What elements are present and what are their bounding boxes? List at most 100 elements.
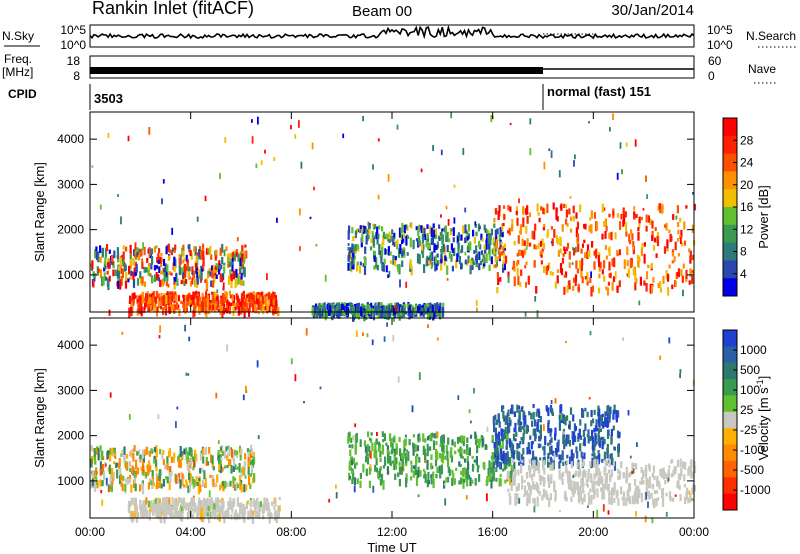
data-cell xyxy=(193,271,196,279)
data-cell xyxy=(504,460,508,465)
data-cell xyxy=(180,471,183,479)
data-cell xyxy=(136,299,139,304)
data-cell xyxy=(677,272,680,277)
data-cell xyxy=(485,239,488,250)
data-cell xyxy=(680,468,683,477)
data-cell xyxy=(171,497,174,506)
data-cell xyxy=(387,453,390,464)
data-cell xyxy=(518,410,521,416)
data-cell xyxy=(588,121,590,124)
data-cell xyxy=(267,292,270,300)
data-cell xyxy=(290,358,293,365)
data-cell xyxy=(676,459,679,467)
velocity-scale-title: Velocity xyxy=(756,415,771,460)
data-cell xyxy=(147,500,150,508)
data-cell xyxy=(247,500,249,505)
data-cell xyxy=(561,478,564,485)
data-cell xyxy=(181,473,184,479)
data-cell xyxy=(362,310,365,315)
data-cell xyxy=(451,477,454,486)
data-cell xyxy=(438,465,441,473)
data-cell xyxy=(505,444,508,450)
data-cell xyxy=(511,404,514,415)
data-cell xyxy=(456,235,459,244)
data-cell xyxy=(401,222,404,232)
data-cell xyxy=(511,224,514,232)
data-cell xyxy=(159,306,163,310)
scale-swatch xyxy=(723,135,737,155)
data-cell xyxy=(371,231,374,238)
data-cell xyxy=(444,255,447,261)
data-cell xyxy=(655,498,658,507)
data-cell xyxy=(111,467,114,478)
data-cell xyxy=(138,296,141,306)
data-cell xyxy=(486,229,488,234)
data-cell xyxy=(136,295,140,300)
data-cell xyxy=(572,436,575,445)
data-cell xyxy=(374,453,377,459)
freq-strip: Freq. [MHz] 18 8 60 0 Nave xyxy=(2,52,778,84)
data-cell xyxy=(128,507,131,514)
data-cell xyxy=(529,435,532,440)
data-cell xyxy=(640,247,643,257)
data-cell xyxy=(398,466,402,475)
data-cell xyxy=(392,255,395,265)
data-cell xyxy=(160,483,163,489)
data-cell xyxy=(552,450,555,457)
data-cell xyxy=(514,438,517,442)
data-cell xyxy=(563,203,566,208)
data-cell xyxy=(213,298,216,303)
nsky-tick-top-right: 10^5 xyxy=(707,23,733,37)
data-cell xyxy=(398,264,401,275)
data-cell xyxy=(426,224,429,229)
data-cell xyxy=(176,501,179,507)
data-cell xyxy=(537,484,540,494)
data-cell xyxy=(529,449,532,455)
scale-swatch xyxy=(723,477,737,495)
data-cell xyxy=(245,297,248,302)
data-cell xyxy=(654,227,657,232)
data-cell xyxy=(474,221,477,226)
data-cell xyxy=(214,267,217,270)
data-cell xyxy=(102,277,105,286)
data-cell xyxy=(430,454,433,460)
data-cell xyxy=(620,214,623,220)
data-cell xyxy=(352,236,355,242)
data-cell xyxy=(403,440,406,448)
scale-swatch xyxy=(723,428,737,446)
data-cell xyxy=(598,273,601,279)
data-cell xyxy=(603,438,606,445)
data-cell xyxy=(122,259,125,267)
data-cell xyxy=(598,408,601,416)
data-cell xyxy=(156,475,159,484)
data-cell xyxy=(507,275,510,283)
data-cell xyxy=(198,249,201,257)
data-cell xyxy=(574,278,577,287)
data-cell xyxy=(237,253,240,262)
data-cell xyxy=(502,468,505,472)
data-cell xyxy=(500,251,503,256)
data-cell xyxy=(460,477,463,485)
data-cell xyxy=(607,483,610,492)
data-cell xyxy=(233,458,236,468)
data-cell xyxy=(233,499,236,505)
data-cell xyxy=(590,224,593,234)
data-cell xyxy=(254,303,257,314)
data-cell xyxy=(226,482,229,487)
data-cell xyxy=(275,514,278,524)
data-cell xyxy=(532,481,535,490)
data-cell xyxy=(668,264,671,269)
data-cell xyxy=(143,266,146,273)
data-cell xyxy=(142,242,144,251)
data-cell xyxy=(591,487,594,493)
data-cell xyxy=(572,285,575,291)
data-cell xyxy=(252,294,255,304)
data-cell xyxy=(181,455,184,460)
data-cell xyxy=(475,231,478,237)
data-cell xyxy=(193,480,196,488)
data-cell xyxy=(638,489,641,497)
data-cell xyxy=(189,281,192,287)
data-cell xyxy=(562,416,565,424)
data-cell xyxy=(424,311,427,315)
data-cell xyxy=(579,204,582,213)
